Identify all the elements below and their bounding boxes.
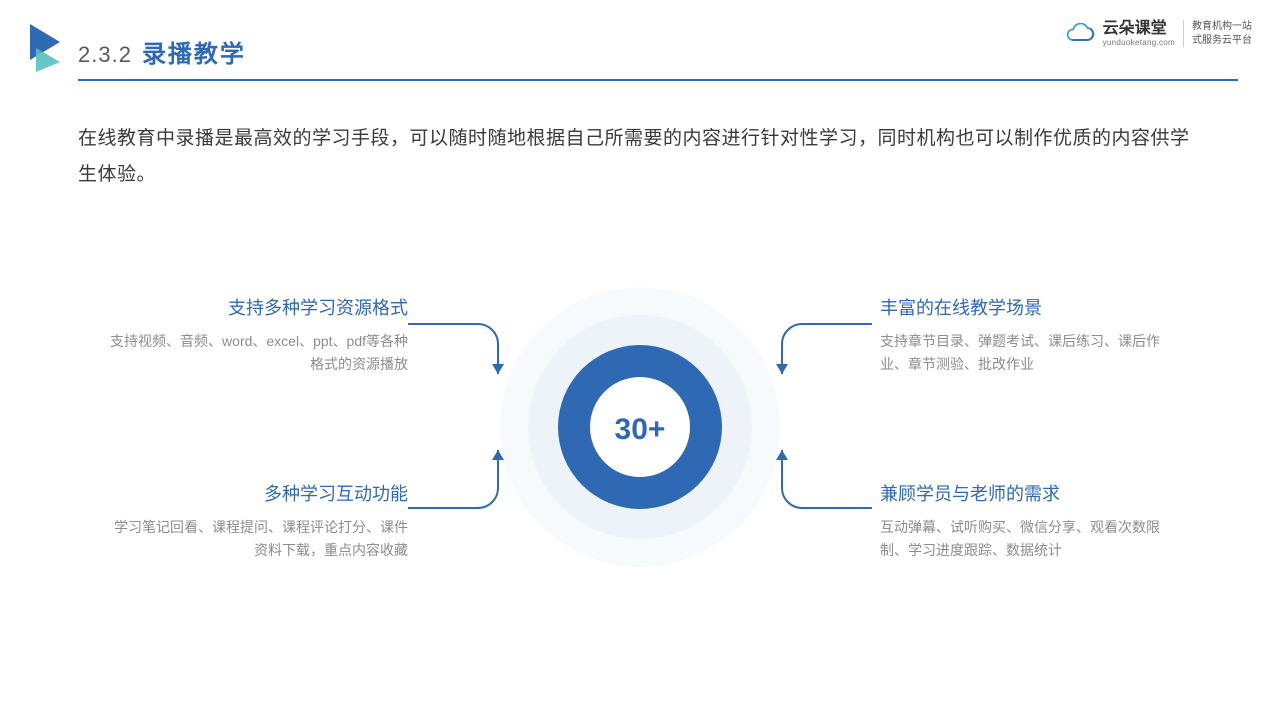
feature-top-right: 丰富的在线教学场景 支持章节目录、弹题考试、课后练习、课后作业、章节测验、批改作… xyxy=(880,294,1180,376)
feature-desc: 互动弹幕、试听购买、微信分享、观看次数限制、学习进度跟踪、数据统计 xyxy=(880,516,1180,562)
feature-title: 支持多种学习资源格式 xyxy=(108,294,408,320)
feature-desc: 支持视频、音频、word、excel、ppt、pdf等各种格式的资源播放 xyxy=(108,330,408,376)
feature-title: 兼顾学员与老师的需求 xyxy=(880,480,1180,506)
feature-bottom-left: 多种学习互动功能 学习笔记回看、课程提问、课程评论打分、课件资料下载，重点内容收… xyxy=(108,480,408,562)
section-number: 2.3.2 xyxy=(78,42,132,68)
feature-top-left: 支持多种学习资源格式 支持视频、音频、word、excel、ppt、pdf等各种… xyxy=(108,294,408,376)
connector-tr xyxy=(752,322,872,392)
feature-desc: 学习笔记回看、课程提问、课程评论打分、课件资料下载，重点内容收藏 xyxy=(108,516,408,562)
slide-header: 2.3.2 录播教学 xyxy=(0,0,1280,81)
feature-bottom-right: 兼顾学员与老师的需求 互动弹幕、试听购买、微信分享、观看次数限制、学习进度跟踪、… xyxy=(880,480,1180,562)
feature-desc: 支持章节目录、弹题考试、课后练习、课后作业、章节测验、批改作业 xyxy=(880,330,1180,376)
feature-diagram: 30+ 支持多种学习资源格式 支持视频、音频、word、excel、ppt、pd… xyxy=(0,250,1280,670)
section-title: 录播教学 xyxy=(142,34,246,69)
feature-title: 丰富的在线教学场景 xyxy=(880,294,1180,320)
connector-bl xyxy=(408,432,528,512)
connector-tl xyxy=(408,322,528,392)
intro-paragraph: 在线教育中录播是最高效的学习手段，可以随时随地根据自己所需要的内容进行针对性学习… xyxy=(78,121,1202,193)
title-underline xyxy=(78,79,1238,81)
center-badge: 30+ xyxy=(490,277,790,582)
center-value: 30+ xyxy=(615,413,666,446)
feature-title: 多种学习互动功能 xyxy=(108,480,408,506)
connector-br xyxy=(752,432,872,512)
